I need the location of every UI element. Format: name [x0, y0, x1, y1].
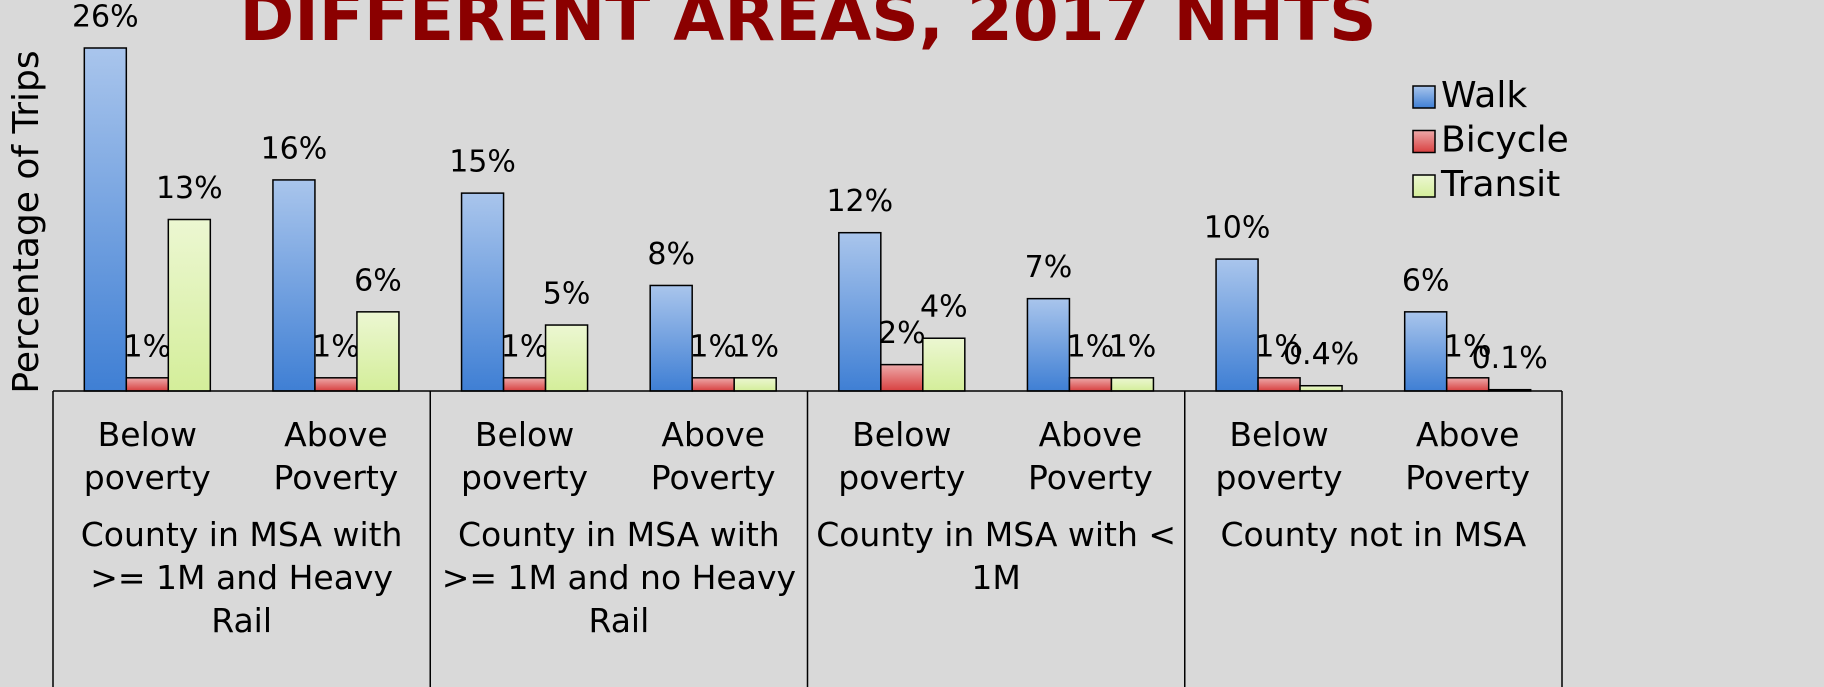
bar — [1068, 377, 1113, 392]
bar — [880, 363, 924, 392]
x-tick-label: Below poverty — [83, 415, 211, 497]
bar — [1299, 384, 1343, 392]
data-label: 1% — [731, 329, 779, 364]
x-tick-label: Above Poverty — [650, 415, 776, 497]
bar — [649, 284, 693, 392]
data-label: 16% — [261, 131, 328, 166]
data-label: 1% — [312, 329, 360, 364]
data-label: 1% — [1255, 329, 1303, 364]
data-label: 1% — [1444, 329, 1492, 364]
bar — [314, 377, 358, 392]
bar — [1257, 377, 1301, 392]
x-tick-label: Above Poverty — [273, 415, 399, 497]
bar — [125, 377, 170, 392]
data-label: 13% — [156, 171, 223, 206]
data-label: 10% — [1204, 211, 1271, 246]
x-tick-label: Below poverty — [1215, 415, 1343, 497]
bar — [1215, 258, 1259, 392]
bar — [1110, 377, 1155, 392]
data-label: 0.1% — [1472, 341, 1548, 376]
data-label: 5% — [543, 277, 591, 312]
group-label: County in MSA with < 1M — [816, 515, 1177, 597]
group-label: County not in MSA — [1220, 515, 1527, 554]
data-label: 1% — [501, 329, 549, 364]
data-label: 6% — [354, 263, 402, 298]
x-tick-label: Below poverty — [461, 415, 589, 497]
group-label: County in MSA with >= 1M and no Heavy Ra… — [441, 515, 797, 640]
bar — [167, 218, 212, 392]
data-label: 1% — [1109, 329, 1157, 364]
bar — [733, 377, 777, 392]
chart-title: DIFFERENT AREAS, 2017 NHTS — [239, 0, 1376, 56]
data-label: 1% — [1067, 329, 1115, 364]
data-label: 1% — [124, 329, 172, 364]
bar — [544, 324, 589, 392]
legend-swatch — [1412, 85, 1436, 109]
x-tick-label: Above Poverty — [1405, 415, 1531, 497]
data-label: 8% — [647, 237, 695, 272]
legend-swatch — [1412, 129, 1436, 154]
y-axis-label: Percentage of Trips — [6, 50, 47, 393]
legend-label: Bicycle — [1441, 120, 1569, 161]
bar — [502, 377, 547, 392]
data-label: 4% — [920, 290, 968, 325]
group-label: County in MSA with >= 1M and Heavy Rail — [80, 515, 403, 640]
legend-label: Walk — [1441, 75, 1527, 116]
bar — [460, 192, 505, 392]
x-tick-label: Above Poverty — [1028, 415, 1153, 497]
bar — [356, 311, 400, 392]
bar — [1026, 297, 1071, 392]
legend-swatch — [1412, 174, 1436, 198]
legend-label: Transit — [1440, 164, 1560, 205]
bar — [1445, 377, 1490, 392]
data-label: 7% — [1025, 250, 1073, 285]
data-label: 1% — [689, 329, 737, 364]
bar — [922, 337, 966, 392]
bar — [838, 231, 882, 392]
x-tick-label: Below poverty — [838, 415, 966, 497]
bar — [83, 47, 128, 392]
data-label: 15% — [449, 145, 516, 180]
bar — [272, 179, 316, 392]
data-label: 2% — [878, 316, 926, 351]
data-label: 12% — [826, 184, 893, 219]
data-label: 26% — [72, 0, 139, 35]
data-label: 0.4% — [1283, 337, 1359, 372]
bar — [691, 377, 735, 392]
bar — [1403, 311, 1448, 392]
data-label: 6% — [1402, 263, 1450, 298]
